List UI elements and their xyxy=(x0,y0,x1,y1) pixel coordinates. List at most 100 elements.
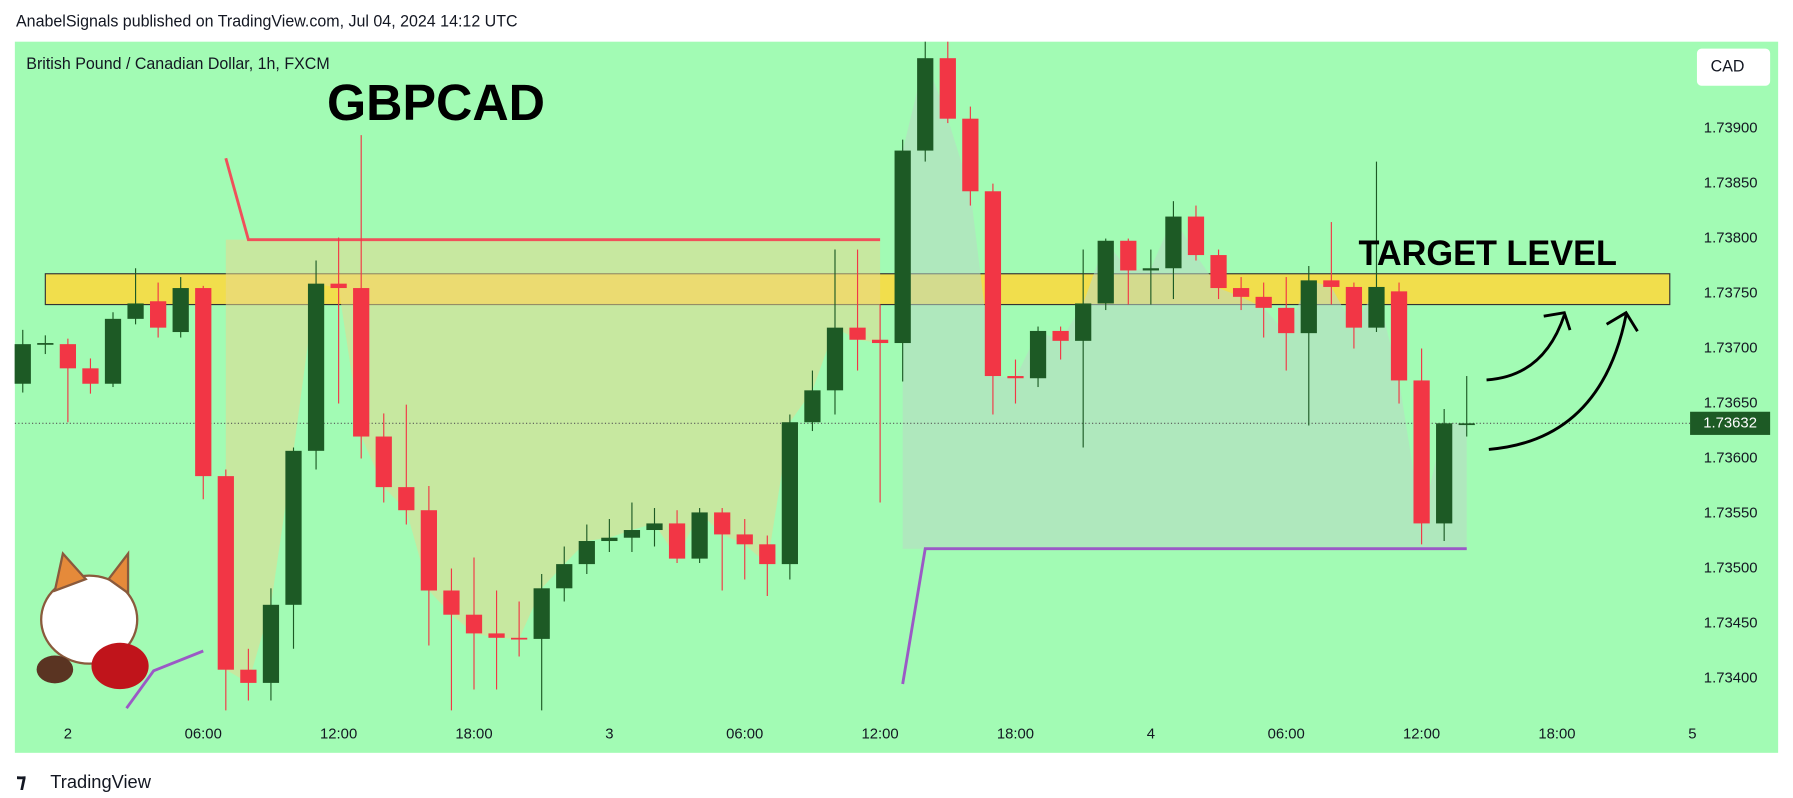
candle-body xyxy=(443,590,460,615)
y-tick-label: 1.73550 xyxy=(1704,504,1758,521)
candle-body xyxy=(1007,376,1024,379)
candle-body xyxy=(104,318,122,384)
candle-body xyxy=(714,512,731,535)
header: AnabelSignals published on TradingView.c… xyxy=(16,12,518,30)
sticker xyxy=(36,550,149,690)
candle-body xyxy=(601,537,618,542)
candle-body xyxy=(240,669,257,683)
candle-body xyxy=(1029,330,1047,379)
candle-body xyxy=(1278,307,1295,334)
y-tick-label: 1.73900 xyxy=(1704,119,1758,136)
y-tick-label: 1.73650 xyxy=(1704,394,1758,411)
y-tick-label: 1.73400 xyxy=(1704,669,1758,686)
candle-body xyxy=(646,523,663,531)
currency-box[interactable] xyxy=(1696,48,1771,86)
candle-body xyxy=(488,633,505,638)
x-tick-label: 18:00 xyxy=(455,725,492,742)
last-price-label: 1.73632 xyxy=(1703,414,1757,431)
y-tick-label: 1.73850 xyxy=(1704,174,1758,191)
y-tick-label: 1.73600 xyxy=(1704,449,1758,466)
currency[interactable]: CAD xyxy=(1711,57,1745,75)
candle-body xyxy=(984,191,1002,377)
candle-body xyxy=(759,544,776,565)
candle-body xyxy=(37,343,54,345)
candle-body xyxy=(307,283,325,451)
symbol-info: British Pound / Canadian Dollar, 1h, FXC… xyxy=(26,55,329,73)
candle-body xyxy=(1165,216,1182,269)
y-tick-label: 1.73450 xyxy=(1704,614,1758,631)
x-tick-label: 06:00 xyxy=(185,725,222,742)
candle-body xyxy=(330,283,347,289)
candle-body xyxy=(217,476,234,670)
x-tick-label: 12:00 xyxy=(320,725,357,742)
candle-body xyxy=(285,450,302,605)
candle-body xyxy=(1368,286,1385,328)
x-tick-label: 18:00 xyxy=(1538,725,1575,742)
candle-body xyxy=(262,604,280,683)
x-tick-label: 3 xyxy=(605,725,613,742)
x-tick-label: 06:00 xyxy=(726,725,763,742)
y-tick-label: 1.73750 xyxy=(1704,284,1758,301)
candle-body xyxy=(1323,280,1340,287)
x-tick-label: 18:00 xyxy=(997,725,1034,742)
candle-body xyxy=(195,288,212,477)
y-tick-label: 1.73800 xyxy=(1704,229,1758,246)
arrow xyxy=(1488,314,1628,451)
candle-body xyxy=(511,637,528,640)
candle-body xyxy=(781,422,798,565)
candle-body xyxy=(533,588,550,639)
candle-body xyxy=(127,303,144,319)
candle-body xyxy=(1345,286,1363,328)
x-tick-label: 12:00 xyxy=(1403,725,1440,742)
candle-body xyxy=(578,541,595,565)
candle-body xyxy=(375,436,392,488)
candle-body xyxy=(82,368,99,384)
candle-body xyxy=(1052,330,1069,341)
candle-body xyxy=(150,301,167,328)
candle-body xyxy=(1436,423,1453,524)
y-tick-label: 1.73700 xyxy=(1704,339,1758,356)
candle-body xyxy=(353,288,370,437)
candle-body xyxy=(1390,291,1408,381)
x-tick-label: 2 xyxy=(64,725,72,742)
candle-body xyxy=(668,523,686,559)
shade xyxy=(902,58,1467,549)
indicator-line xyxy=(125,649,204,710)
footer: TradingView xyxy=(50,771,151,792)
indicator-line xyxy=(901,547,1467,685)
x-tick-label: 4 xyxy=(1147,725,1155,742)
candle-body xyxy=(1097,240,1114,304)
candle-body xyxy=(14,344,31,384)
chart-title: GBPCAD xyxy=(327,74,545,131)
candle-body xyxy=(871,339,889,344)
candle-body xyxy=(420,510,437,591)
x-tick-label: 5 xyxy=(1688,725,1696,742)
candle-body xyxy=(691,512,708,559)
candle-body xyxy=(1142,268,1159,271)
indicator-line xyxy=(224,157,881,242)
candle-body xyxy=(1458,423,1475,426)
candle-body xyxy=(556,564,573,589)
candle-body xyxy=(804,390,821,423)
x-tick-label: 12:00 xyxy=(862,725,899,742)
candle-body xyxy=(917,58,934,151)
candle-body xyxy=(398,487,415,511)
candle-body xyxy=(826,327,844,391)
x-tick-label: 06:00 xyxy=(1268,725,1305,742)
candle-body xyxy=(59,344,77,369)
arrow-head xyxy=(1605,310,1639,333)
candle-body xyxy=(1120,240,1137,271)
candle-body xyxy=(465,614,483,634)
candle-body xyxy=(894,150,911,344)
y-tick-label: 1.73500 xyxy=(1704,559,1758,576)
candle-body xyxy=(1075,303,1092,341)
candle-body xyxy=(1413,380,1430,524)
candle-body xyxy=(1210,255,1227,289)
candle-body xyxy=(962,118,979,192)
candle-body xyxy=(939,58,956,119)
last-price-box xyxy=(1690,411,1771,435)
annotation: TARGET LEVEL xyxy=(1358,235,1616,273)
candle-body xyxy=(172,288,189,333)
arrow xyxy=(1486,314,1566,382)
